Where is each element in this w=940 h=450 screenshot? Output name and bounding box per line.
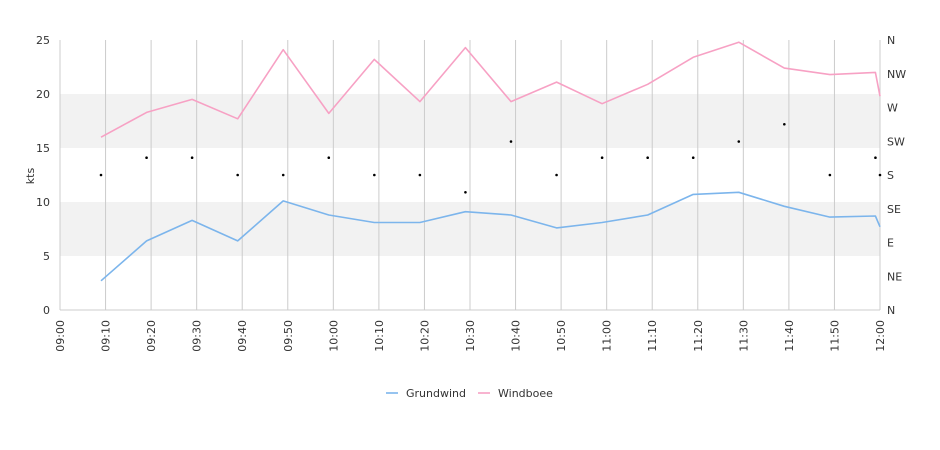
- series-line: [100, 191, 881, 282]
- direction-marker: [418, 173, 422, 177]
- direction-marker: [373, 173, 376, 177]
- x-tick-label: 09:10: [100, 320, 113, 352]
- x-tick-label: 10:30: [464, 320, 477, 352]
- x-tick-label: 10:10: [373, 320, 386, 352]
- direction-marker: [464, 190, 467, 194]
- x-axis-ticks: 09:00 09:10 09:20 09:30 09:40 09:50 10:00 10:10…: [54, 320, 887, 352]
- y2-tick-label: E: [887, 237, 894, 250]
- x-tick-label: 12:00: [874, 320, 887, 352]
- direction-marker: [874, 156, 877, 160]
- x-tick-label: 09:40: [236, 320, 249, 352]
- legend: Grundwind Windboee: [386, 387, 553, 400]
- direction-marker: [327, 156, 331, 160]
- y2-tick-label: SE: [887, 203, 901, 216]
- direction-marker: [555, 173, 558, 177]
- x-tick-label: 10:50: [555, 320, 568, 352]
- y2-tick-label: NE: [887, 270, 902, 283]
- y2-tick-label: N: [887, 304, 895, 317]
- x-tick-label: 09:20: [145, 320, 158, 352]
- y-tick-label: 5: [43, 250, 50, 263]
- y2-tick-label: N: [887, 34, 895, 47]
- x-tick-label: 11:20: [692, 320, 705, 352]
- y2-tick-label: S: [887, 169, 894, 182]
- x-tick-label: 11:00: [601, 320, 614, 352]
- y2-tick-label: W: [887, 102, 898, 115]
- x-tick-label: 11:50: [828, 320, 841, 352]
- y-tick-label: 25: [36, 34, 50, 47]
- y-tick-label: 10: [36, 196, 50, 209]
- y-axis-ticks: 0 5 10 15 20 25: [36, 34, 50, 317]
- direction-marker: [99, 173, 103, 177]
- direction-marker: [878, 173, 882, 177]
- x-tick-label: 11:30: [737, 320, 750, 352]
- x-tick-label: 11:10: [646, 320, 659, 352]
- x-tick-label: 09:00: [54, 320, 67, 352]
- x-tick-label: 11:40: [783, 320, 796, 352]
- direction-marker: [737, 140, 741, 143]
- y-tick-label: 15: [36, 142, 50, 155]
- x-tick-label: 10:00: [327, 320, 340, 352]
- x-tick-label: 09:50: [282, 320, 295, 352]
- direction-marker: [281, 173, 285, 177]
- direction-marker: [828, 173, 832, 177]
- direction-marker: [145, 156, 148, 160]
- legend-label: Windboee: [498, 387, 553, 400]
- series-line: [100, 41, 881, 138]
- series-lines: [100, 41, 881, 282]
- x-tick-label: 10:40: [510, 320, 523, 352]
- y-tick-label: 20: [36, 88, 50, 101]
- y2-tick-label: SW: [887, 135, 905, 148]
- x-tick-label: 10:20: [418, 320, 431, 352]
- direction-marker: [190, 156, 194, 160]
- legend-label: Grundwind: [406, 387, 466, 400]
- direction-marker: [783, 122, 786, 126]
- y2-axis-ticks: N NE E SE S SW W NW N: [887, 34, 906, 317]
- direction-marker: [600, 156, 604, 160]
- direction-marker: [646, 156, 649, 160]
- direction-marker: [691, 156, 695, 160]
- vertical-grid: [59, 40, 881, 310]
- y2-tick-label: NW: [887, 68, 906, 81]
- x-tick-label: 09:30: [191, 320, 204, 352]
- direction-marker: [236, 173, 239, 177]
- direction-markers: [99, 122, 882, 194]
- y-tick-label: 0: [43, 304, 50, 317]
- direction-marker: [509, 140, 513, 143]
- y-axis-label: kts: [24, 168, 37, 185]
